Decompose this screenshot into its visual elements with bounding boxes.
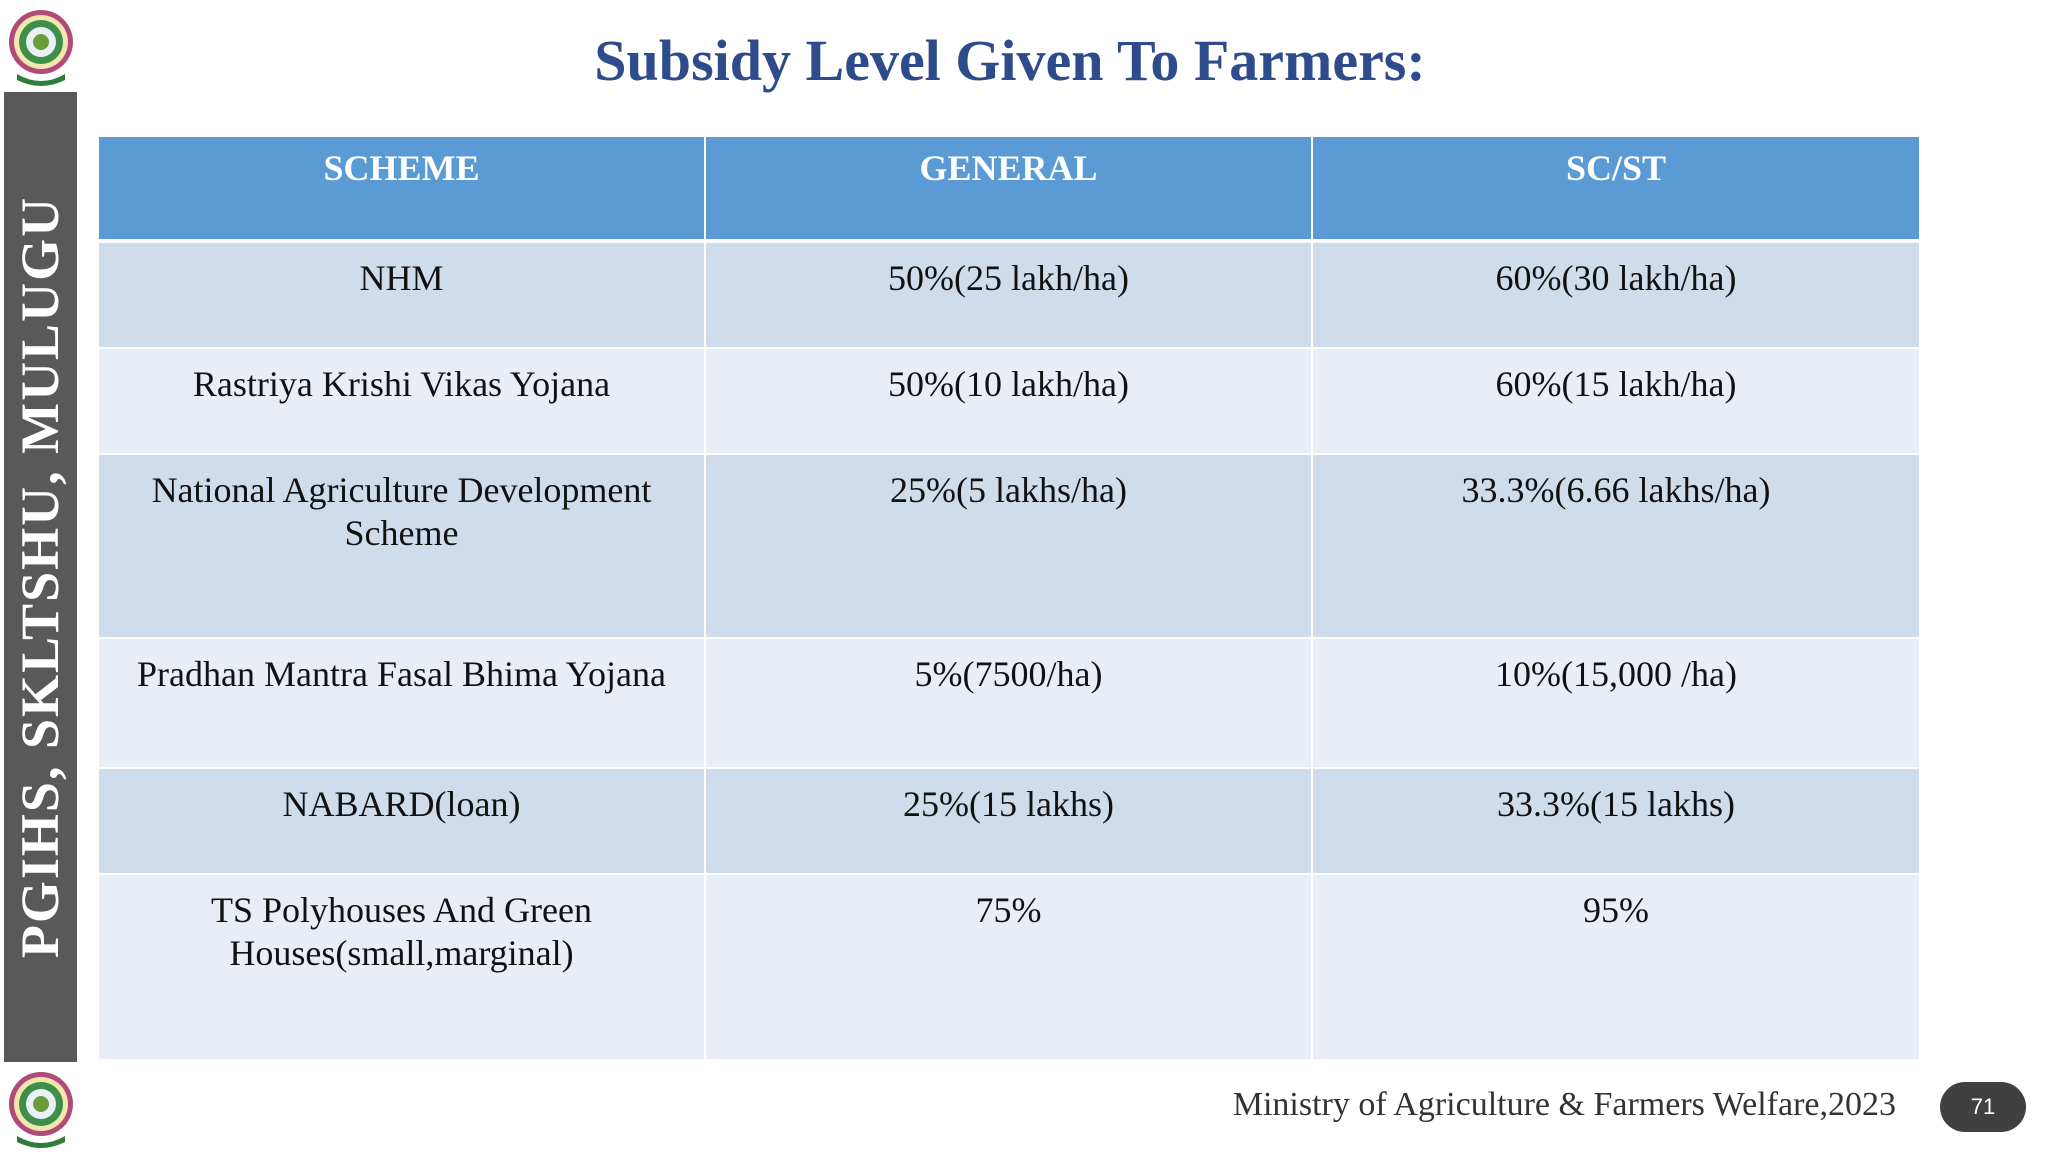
footer-source: Ministry of Agriculture & Farmers Welfar… xyxy=(1232,1086,1896,1123)
cell-scheme: NABARD(loan) xyxy=(99,769,706,873)
table-row: Rastriya Krishi Vikas Yojana 50%(10 lakh… xyxy=(99,349,1919,455)
cell-scheme: Pradhan Mantra Fasal Bhima Yojana xyxy=(99,639,706,767)
cell-scst: 95% xyxy=(1583,890,1649,930)
header-scst: SC/ST xyxy=(1565,148,1667,188)
table-row: TS Polyhouses And Green Houses(small,mar… xyxy=(99,875,1919,1059)
university-emblem-icon xyxy=(4,2,77,90)
cell-scheme: TS Polyhouses And Green Houses(small,mar… xyxy=(99,875,706,1059)
cell-scst: 60%(30 lakh/ha) xyxy=(1495,258,1737,298)
university-emblem-icon xyxy=(4,1064,77,1152)
cell-scheme: National Agriculture Development Scheme xyxy=(99,455,706,637)
cell-scheme: Rastriya Krishi Vikas Yojana xyxy=(99,349,706,453)
cell-general: 50%(10 lakh/ha) xyxy=(706,349,1313,453)
header-general: GENERAL xyxy=(706,137,1313,239)
side-band xyxy=(4,92,77,1062)
side-label: PGIHS, SKLTSHU, MULUGU xyxy=(10,195,71,959)
table-row: NHM 50%(25 lakh/ha) 60%(30 lakh/ha) xyxy=(99,243,1919,349)
page-title: Subsidy Level Given To Farmers: xyxy=(594,28,1426,93)
header-scheme: SCHEME xyxy=(99,137,706,239)
table-header-row: SCHEME GENERAL SC/ST xyxy=(99,137,1919,243)
emblem-graphic-bottom xyxy=(4,1066,77,1150)
cell-scst: 10%(15,000 /ha) xyxy=(1495,654,1737,694)
cell-general: 25%(15 lakhs) xyxy=(706,769,1313,873)
cell-scst: 60%(15 lakh/ha) xyxy=(1495,364,1737,404)
cell-scheme-line1: National Agriculture Development xyxy=(151,470,652,510)
cell-general: 25%(5 lakhs/ha) xyxy=(706,455,1313,637)
cell-general: 75% xyxy=(706,875,1313,1059)
cell-scheme-line2: Scheme xyxy=(344,513,459,553)
cell-scheme-line1: TS Polyhouses And Green xyxy=(211,890,592,930)
subsidy-table: SCHEME GENERAL SC/ST NHM 50%(25 lakh/ha)… xyxy=(99,137,1919,1059)
cell-scst: 33.3%(15 lakhs) xyxy=(1497,784,1735,824)
table-row: Pradhan Mantra Fasal Bhima Yojana 5%(750… xyxy=(99,639,1919,769)
cell-general: 5%(7500/ha) xyxy=(706,639,1313,767)
emblem-graphic-top xyxy=(4,4,77,88)
cell-scst: 33.3%(6.66 lakhs/ha) xyxy=(1461,470,1771,510)
cell-general: 50%(25 lakh/ha) xyxy=(706,243,1313,347)
cell-scheme: NHM xyxy=(99,243,706,347)
side-label-container: PGIHS, SKLTSHU, MULUGU xyxy=(4,92,77,1062)
page-number-badge: 71 xyxy=(1940,1082,2026,1132)
cell-scheme-line2: Houses(small,marginal) xyxy=(229,933,574,973)
table-row: NABARD(loan) 25%(15 lakhs) 33.3%(15 lakh… xyxy=(99,769,1919,875)
table-row: National Agriculture Development Scheme … xyxy=(99,455,1919,639)
